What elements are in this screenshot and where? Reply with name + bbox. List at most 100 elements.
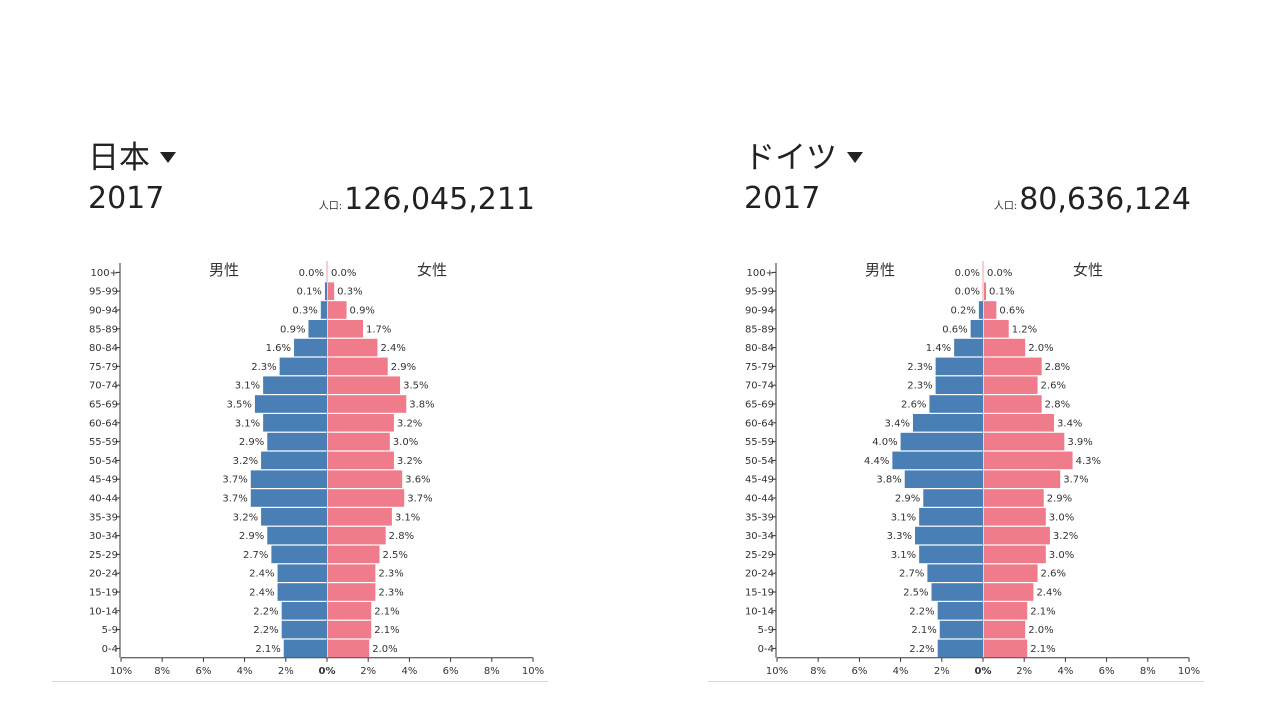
male-value-label: 2.2% [253, 606, 278, 617]
age-group-label: 25-29 [89, 550, 118, 561]
female-bar [328, 357, 388, 376]
female-value-label: 2.1% [1030, 644, 1055, 655]
female-bar [328, 639, 370, 658]
male-value-label: 2.3% [251, 362, 276, 373]
male-value-label: 3.4% [885, 418, 910, 429]
female-bar [984, 545, 1046, 564]
population-pyramid-chart: 男性 女性 100+ 0.0% 0.0% 95-99 0.1% 0.3% 90-94 0.3% 0.… [89, 261, 544, 677]
divider [708, 681, 1204, 682]
male-value-label: 2.1% [255, 644, 280, 655]
female-bar [984, 301, 997, 319]
male-label: 男性 [209, 261, 239, 279]
male-value-label: 0.2% [950, 306, 975, 317]
female-value-label: 2.9% [391, 362, 416, 373]
female-value-label: 2.9% [1047, 494, 1072, 505]
age-group-label: 85-89 [89, 324, 118, 335]
female-value-label: 0.0% [331, 268, 356, 279]
female-value-label: 3.8% [409, 400, 434, 411]
age-group-label: 0-4 [102, 644, 118, 655]
age-group-label: 90-94 [89, 306, 118, 317]
female-value-label: 3.6% [405, 475, 430, 486]
age-group-label: 65-69 [745, 400, 774, 411]
male-bar [892, 451, 983, 470]
male-value-label: 2.4% [249, 569, 274, 580]
male-bar [931, 583, 983, 601]
female-value-label: 2.1% [1030, 606, 1055, 617]
male-value-label: 2.9% [895, 494, 920, 505]
male-bar [283, 639, 327, 658]
female-value-label: 0.1% [989, 287, 1014, 298]
female-bar [328, 395, 407, 413]
age-group-label: 75-79 [745, 362, 774, 373]
age-group-label: 35-39 [745, 512, 774, 523]
male-bar [919, 545, 983, 564]
country-selector[interactable]: 日本 [88, 132, 176, 177]
x-tick-label: 0% [975, 666, 992, 677]
male-value-label: 0.6% [942, 324, 967, 335]
male-value-label: 0.9% [280, 324, 305, 335]
male-bar [935, 357, 983, 376]
female-value-label: 2.0% [1028, 625, 1053, 636]
age-group-label: 30-34 [745, 531, 774, 542]
female-value-label: 2.8% [1045, 362, 1070, 373]
male-value-label: 3.1% [235, 418, 260, 429]
male-value-label: 0.0% [955, 268, 980, 279]
male-bar [954, 338, 983, 357]
male-bar [320, 301, 327, 319]
female-value-label: 3.0% [1049, 550, 1074, 561]
male-bar [254, 395, 327, 413]
female-bar [328, 282, 335, 300]
age-group-label: 55-59 [745, 437, 774, 448]
female-bar [984, 564, 1038, 582]
age-group-label: 15-19 [745, 588, 774, 599]
male-bar [935, 376, 983, 394]
male-bar [904, 470, 983, 488]
x-tick-label: 6% [443, 666, 459, 677]
x-tick-label: 2% [278, 666, 294, 677]
female-bar [328, 301, 347, 319]
x-tick-label: 8% [484, 666, 500, 677]
year-label: 2017 [744, 181, 821, 216]
male-value-label: 2.9% [239, 531, 264, 542]
male-value-label: 2.1% [911, 625, 936, 636]
pyramid-panel-germany: ドイツ 2017 人口: 80,636,124 男性 女性 100+ 0.0% 0.0%… [708, 0, 1208, 720]
female-value-label: 1.7% [366, 324, 391, 335]
male-label: 男性 [865, 261, 895, 279]
female-bar [328, 470, 403, 488]
male-bar [915, 526, 983, 545]
dropdown-caret-icon [847, 152, 863, 163]
male-bar [923, 489, 983, 507]
male-value-label: 3.5% [226, 400, 251, 411]
male-bar [263, 414, 327, 432]
x-tick-label: 2% [1016, 666, 1032, 677]
male-value-label: 3.1% [891, 512, 916, 523]
female-value-label: 3.2% [1053, 531, 1078, 542]
male-bar [294, 338, 327, 357]
female-bar [328, 602, 372, 620]
x-tick-label: 4% [893, 666, 909, 677]
x-tick-label: 8% [1140, 666, 1156, 677]
female-value-label: 2.0% [372, 644, 397, 655]
female-bar [328, 432, 390, 451]
female-bar [984, 376, 1038, 394]
male-bar [261, 451, 327, 470]
country-selector[interactable]: ドイツ [744, 132, 863, 177]
male-bar [937, 602, 983, 620]
male-value-label: 1.4% [926, 343, 951, 354]
female-value-label: 3.5% [403, 381, 428, 392]
male-bar [919, 508, 983, 526]
male-value-label: 0.1% [297, 287, 322, 298]
male-value-label: 2.2% [253, 625, 278, 636]
male-value-label: 4.4% [864, 456, 889, 467]
male-value-label: 2.3% [907, 362, 932, 373]
male-value-label: 2.9% [239, 437, 264, 448]
female-value-label: 2.1% [374, 625, 399, 636]
female-value-label: 2.4% [380, 343, 405, 354]
age-group-label: 60-64 [745, 418, 774, 429]
dropdown-caret-icon [160, 152, 176, 163]
male-value-label: 2.4% [249, 588, 274, 599]
female-value-label: 3.7% [407, 494, 432, 505]
male-bar [277, 583, 327, 601]
female-value-label: 2.1% [374, 606, 399, 617]
female-value-label: 2.0% [1028, 343, 1053, 354]
